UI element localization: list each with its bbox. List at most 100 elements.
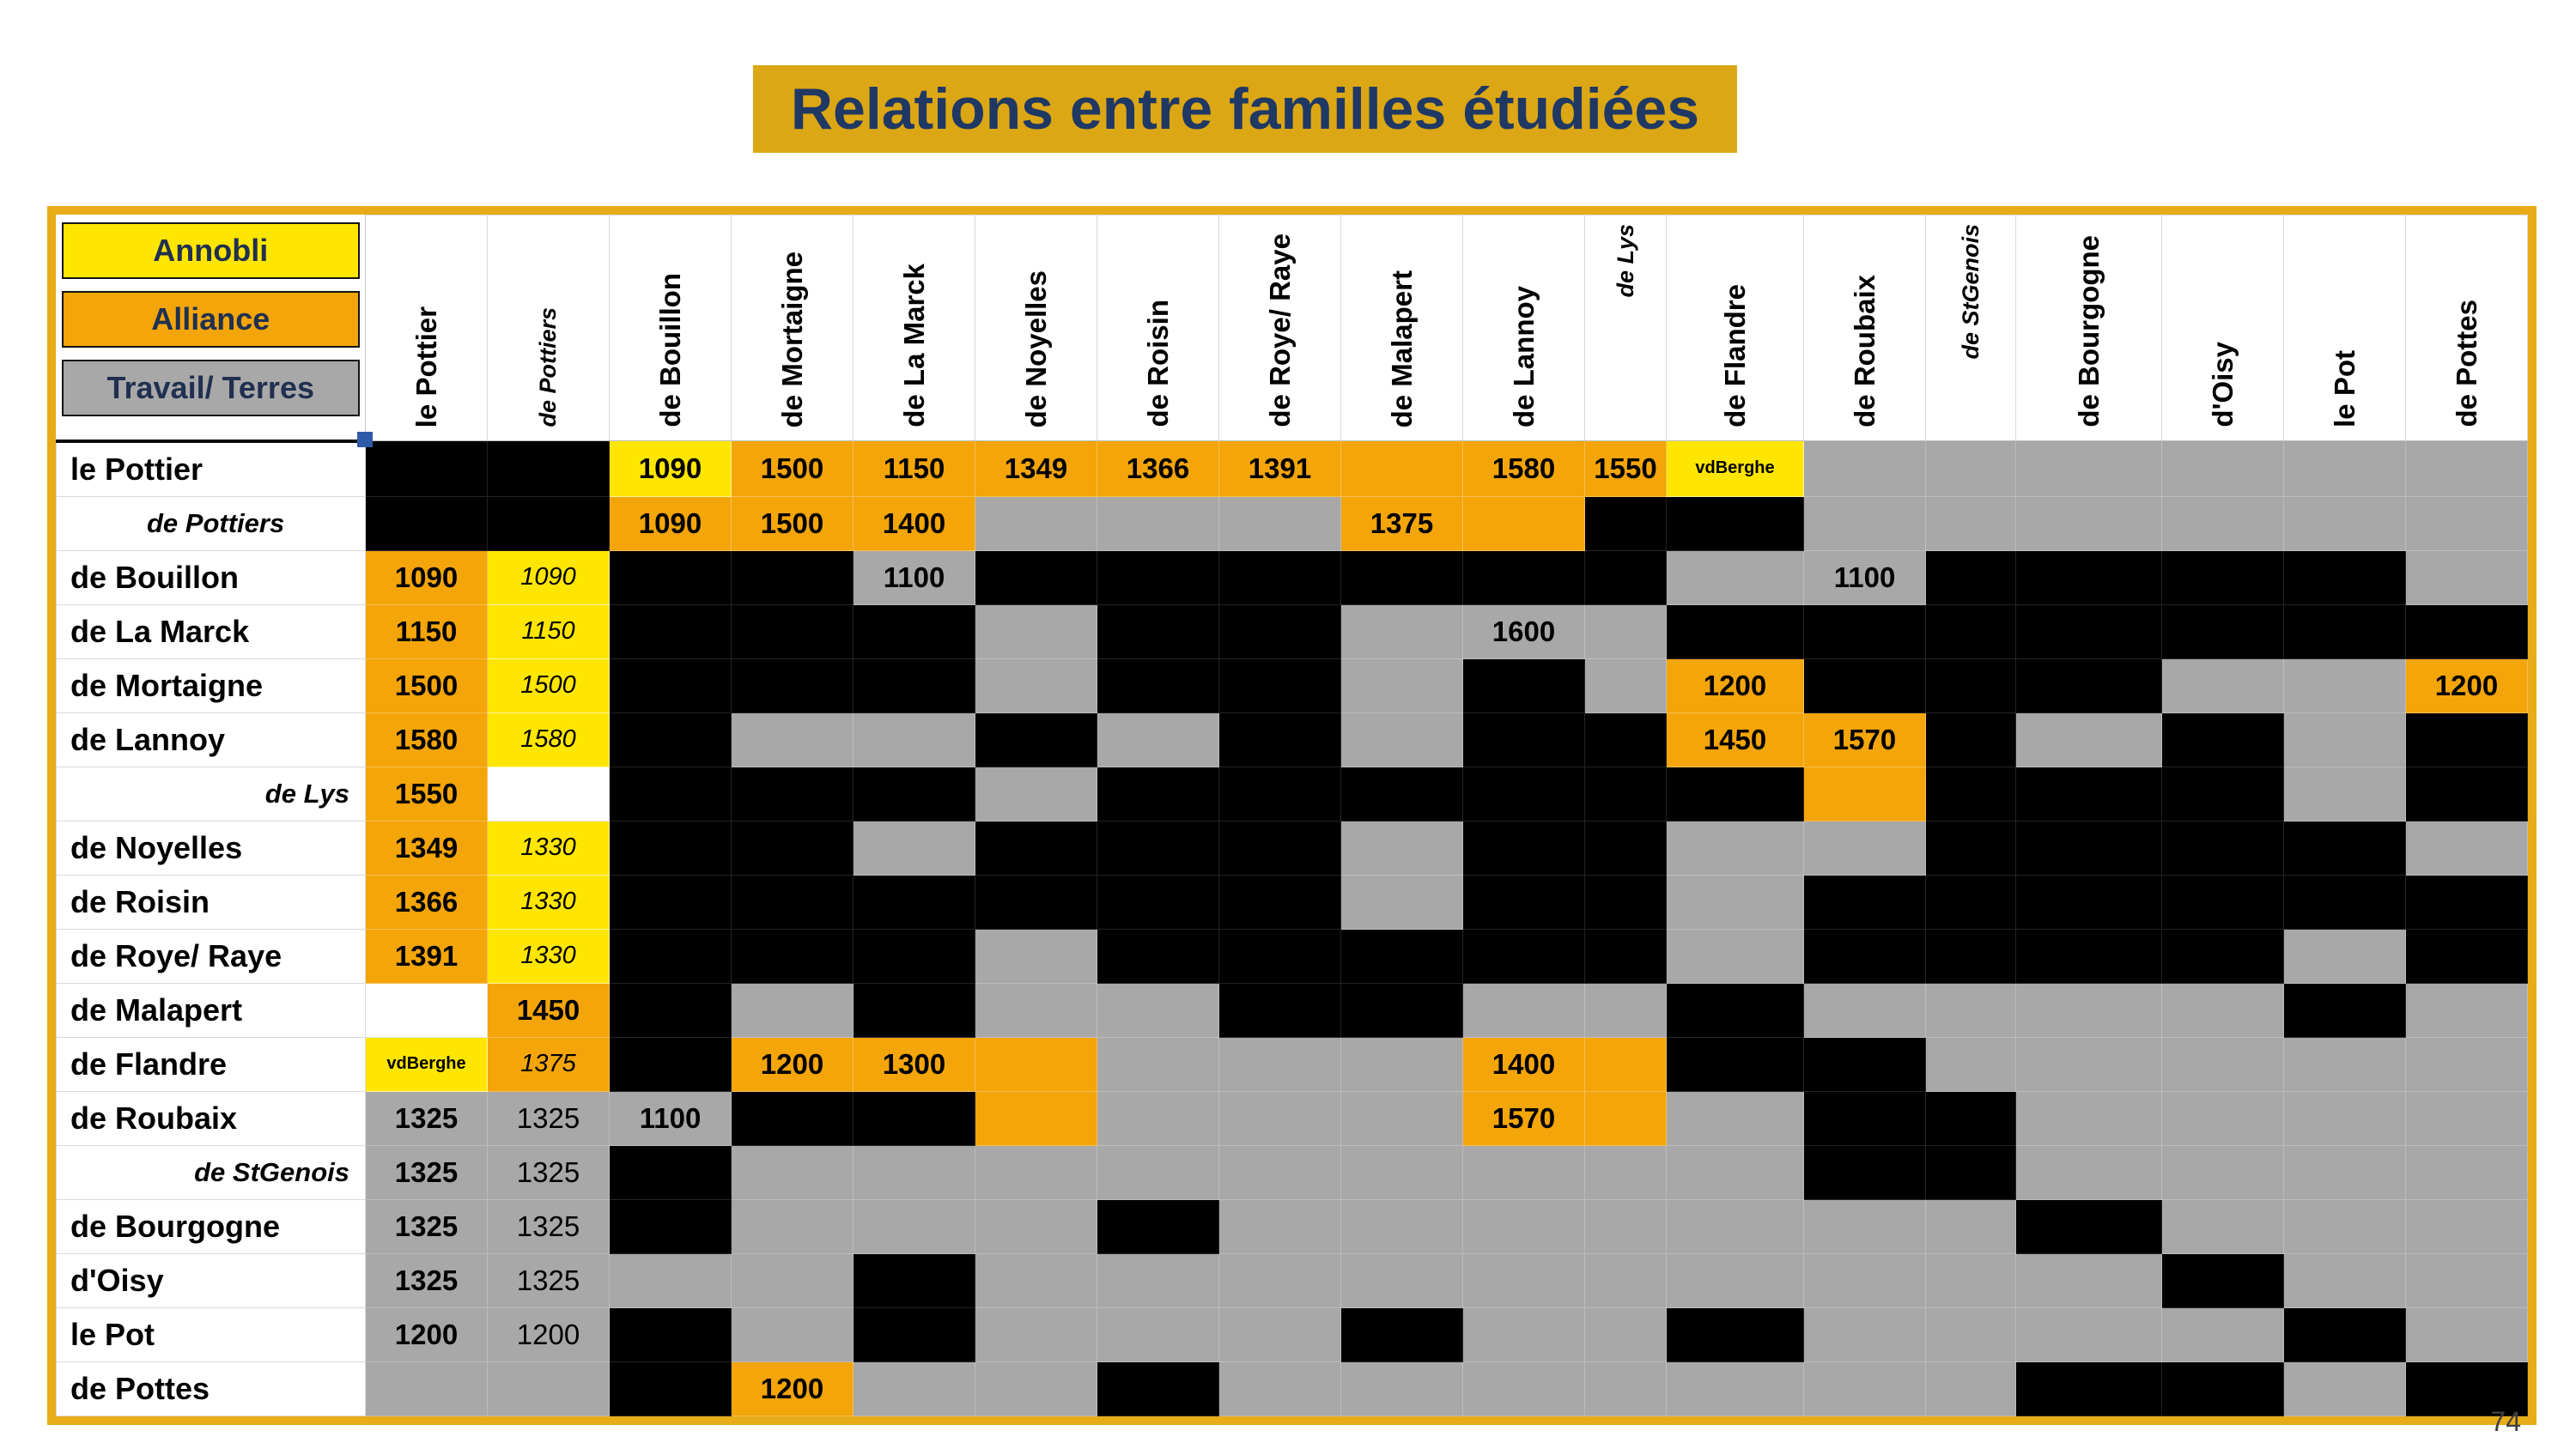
matrix-cell-le-pottier-x-de-pottes [2405,440,2528,497]
matrix-cell-de-malapert-x-de-mortaigne [731,982,854,1038]
matrix-cell-de-malapert-x-de-lys [1584,982,1667,1038]
matrix-cell-de-roye-raye-x-de-malapert [1340,928,1463,984]
column-header-de-lannoy: de Lannoy [1462,215,1585,441]
matrix-cell-de-stgenois-x-de-bouillon [609,1144,732,1200]
row-header-de-malapert: de Malapert [56,982,366,1038]
matrix-cell-de-noyelles-x-de-noyelles [975,820,1097,876]
matrix-cell-de-roubaix-x-de-lys [1584,1090,1667,1146]
matrix-cell-de-bouillon-x-de-mortaigne [731,549,854,605]
matrix-cell-de-roye-raye-x-de-bouillon [609,928,732,984]
column-header-label: de Mortaigne [775,251,808,427]
legend-panel: Annobli Alliance Travail/ Terres [56,215,373,447]
matrix-cell-de-mortaigne-x-de-lannoy [1462,658,1585,713]
matrix-cell-de-malapert-x-de-pottiers: 1450 [487,982,610,1038]
matrix-cell-d-oisy-x-de-roye-raye [1218,1252,1341,1308]
matrix-cell-de-roisin-x-de-flandre [1666,874,1804,930]
matrix-cell-de-roubaix-x-le-pottier: 1325 [365,1090,488,1146]
matrix-cell-de-roubaix-x-de-bourgogne [2015,1090,2162,1146]
column-header-label: de Lys [1612,224,1638,298]
matrix-cell-de-mortaigne-x-de-la-marck [853,658,975,713]
matrix-cell-de-mortaigne-x-d-oisy [2161,658,2284,713]
column-header-label: de Noyelles [1019,270,1052,427]
matrix-cell-de-roisin-x-de-roubaix [1803,874,1926,930]
matrix-cell-de-flandre-x-de-roubaix [1803,1036,1926,1092]
matrix-cell-de-roubaix-x-de-roye-raye [1218,1090,1341,1146]
matrix-cell-de-bouillon-x-de-pottes [2405,549,2528,605]
matrix-cell-de-malapert-x-d-oisy [2161,982,2284,1038]
column-header-label: de StGenois [1957,224,1984,360]
matrix-cell-de-stgenois-x-de-la-marck [853,1144,975,1200]
matrix-cell-de-lannoy-x-de-bourgogne [2015,712,2162,767]
matrix-cell-de-stgenois-x-le-pot [2283,1144,2406,1200]
row-header-de-bourgogne: de Bourgogne [56,1198,366,1254]
row-header-de-mortaigne: de Mortaigne [56,658,366,713]
matrix-cell-de-pottiers-x-le-pot [2283,495,2406,551]
matrix-cell-de-roubaix-x-de-mortaigne [731,1090,854,1146]
row-header-de-pottiers: de Pottiers [56,495,366,551]
matrix-cell-le-pottier-x-de-noyelles: 1349 [975,440,1097,497]
matrix-cell-de-pottiers-x-de-mortaigne: 1500 [731,495,854,551]
column-header-label: de Roubaix [1848,275,1880,427]
matrix-cell-de-pottes-x-de-lys [1584,1361,1667,1416]
matrix-cell-de-roubaix-x-de-pottiers: 1325 [487,1090,610,1146]
matrix-cell-d-oisy-x-de-lannoy [1462,1252,1585,1308]
column-header-de-flandre: de Flandre [1666,215,1804,441]
matrix-cell-de-roubaix-x-de-roisin [1097,1090,1219,1146]
matrix-cell-de-lannoy-x-de-malapert [1340,712,1463,767]
column-header-label: de Flandre [1718,284,1751,427]
matrix-cell-d-oisy-x-de-noyelles [975,1252,1097,1308]
row-header-le-pot: le Pot [56,1307,366,1362]
matrix-cell-de-pottiers-x-de-stgenois [1925,495,2016,551]
matrix-cell-de-noyelles-x-le-pot [2283,820,2406,876]
matrix-cell-le-pot-x-de-pottiers: 1200 [487,1307,610,1362]
matrix-cell-de-la-marck-x-de-bouillon [609,603,732,659]
matrix-cell-de-la-marck-x-de-lannoy: 1600 [1462,603,1585,659]
column-header-label: de Pottiers [535,307,561,427]
matrix-cell-de-pottes-x-de-noyelles [975,1361,1097,1416]
matrix-cell-de-roye-raye-x-le-pottier: 1391 [365,928,488,984]
matrix-cell-le-pottier-x-d-oisy [2161,440,2284,497]
matrix-cell-de-malapert-x-le-pot [2283,982,2406,1038]
matrix-cell-de-mortaigne-x-de-mortaigne [731,658,854,713]
matrix-cell-de-pottiers-x-de-flandre [1666,495,1804,551]
matrix-cell-de-noyelles-x-de-bouillon [609,820,732,876]
matrix-cell-de-roubaix-x-de-roubaix [1803,1090,1926,1146]
matrix-cell-d-oisy-x-de-bourgogne [2015,1252,2162,1308]
matrix-cell-le-pot-x-le-pottier: 1200 [365,1307,488,1362]
column-header-label: le Pottier [410,306,442,427]
matrix-cell-de-lys-x-le-pottier: 1550 [365,766,488,822]
matrix-cell-de-pottes-x-de-bouillon [609,1361,732,1416]
matrix-cell-de-pottiers-x-de-noyelles [975,495,1097,551]
matrix-cell-le-pot-x-de-mortaigne [731,1307,854,1362]
matrix-cell-de-noyelles-x-de-pottiers: 1330 [487,820,610,876]
matrix-cell-de-bouillon-x-de-bouillon [609,549,732,605]
matrix-cell-de-noyelles-x-de-roye-raye [1218,820,1341,876]
matrix-cell-de-roubaix-x-le-pot [2283,1090,2406,1146]
matrix-cell-de-flandre-x-de-bouillon [609,1036,732,1092]
matrix-cell-de-noyelles-x-de-flandre [1666,820,1804,876]
matrix-cell-le-pottier-x-de-roye-raye: 1391 [1218,440,1341,497]
matrix-cell-de-bouillon-x-de-lys [1584,549,1667,605]
matrix-cell-le-pot-x-de-roubaix [1803,1307,1926,1362]
matrix-cell-de-lannoy-x-le-pot [2283,712,2406,767]
column-header-label: de Pottes [2450,300,2482,427]
matrix-cell-de-noyelles-x-de-malapert [1340,820,1463,876]
matrix-cell-le-pot-x-de-bouillon [609,1307,732,1362]
matrix-cell-le-pot-x-le-pot [2283,1307,2406,1362]
column-header-label: de La Marck [897,264,930,427]
page-title: Relations entre familles étudiées [752,65,1738,153]
column-header-label: d'Oisy [2206,342,2239,427]
matrix-cell-de-bourgogne-x-d-oisy [2161,1198,2284,1254]
matrix-cell-de-lannoy-x-de-roye-raye [1218,712,1341,767]
matrix-cell-de-pottiers-x-de-roubaix [1803,495,1926,551]
matrix-cell-de-roisin-x-de-pottiers: 1330 [487,874,610,930]
matrix-cell-de-pottes-x-de-roye-raye [1218,1361,1341,1416]
matrix-cell-de-roubaix-x-de-stgenois [1925,1090,2016,1146]
matrix-cell-d-oisy-x-de-malapert [1340,1252,1463,1308]
matrix-cell-de-bouillon-x-de-malapert [1340,549,1463,605]
matrix-cell-de-malapert-x-de-noyelles [975,982,1097,1038]
matrix-cell-de-mortaigne-x-de-roisin [1097,658,1219,713]
matrix-cell-de-bourgogne-x-de-malapert [1340,1198,1463,1254]
matrix-cell-de-malapert-x-le-pottier [365,982,488,1038]
matrix-cell-le-pot-x-de-noyelles [975,1307,1097,1362]
